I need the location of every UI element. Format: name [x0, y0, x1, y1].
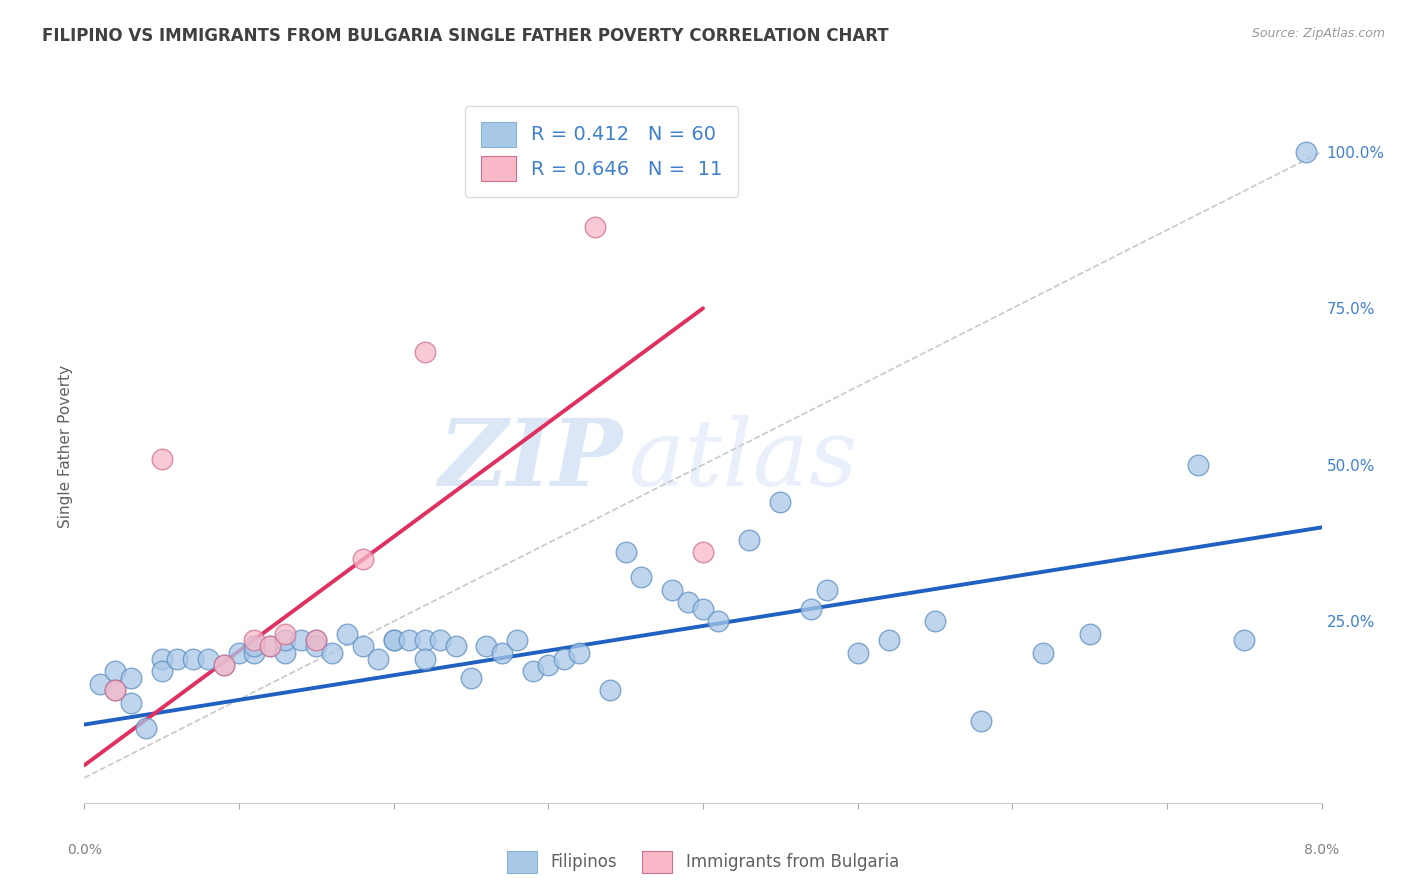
- Text: FILIPINO VS IMMIGRANTS FROM BULGARIA SINGLE FATHER POVERTY CORRELATION CHART: FILIPINO VS IMMIGRANTS FROM BULGARIA SIN…: [42, 27, 889, 45]
- Point: [321, 646, 343, 660]
- Text: 0.0%: 0.0%: [67, 843, 101, 857]
- Point: [1032, 646, 1054, 660]
- Point: [382, 633, 405, 648]
- Point: [120, 696, 142, 710]
- Point: [800, 601, 823, 615]
- Point: [506, 633, 529, 648]
- Point: [475, 640, 498, 654]
- Point: [568, 646, 591, 660]
- Point: [398, 633, 420, 648]
- Point: [692, 545, 714, 559]
- Point: [1233, 633, 1256, 648]
- Point: [274, 646, 297, 660]
- Point: [305, 640, 328, 654]
- Text: atlas: atlas: [628, 416, 858, 505]
- Point: [599, 683, 621, 698]
- Point: [692, 601, 714, 615]
- Point: [413, 652, 436, 666]
- Point: [104, 665, 127, 679]
- Point: [352, 640, 374, 654]
- Point: [305, 633, 328, 648]
- Point: [290, 633, 312, 648]
- Point: [1078, 627, 1101, 641]
- Point: [460, 671, 482, 685]
- Point: [661, 582, 683, 597]
- Point: [970, 714, 993, 729]
- Point: [413, 633, 436, 648]
- Point: [104, 683, 127, 698]
- Point: [104, 683, 127, 698]
- Point: [181, 652, 204, 666]
- Point: [120, 671, 142, 685]
- Point: [243, 633, 266, 648]
- Point: [135, 721, 157, 735]
- Point: [367, 652, 389, 666]
- Text: 8.0%: 8.0%: [1305, 843, 1339, 857]
- Point: [614, 545, 637, 559]
- Point: [444, 640, 467, 654]
- Point: [150, 451, 173, 466]
- Legend: R = 0.412   N = 60, R = 0.646   N =  11: R = 0.412 N = 60, R = 0.646 N = 11: [465, 106, 738, 197]
- Point: [166, 652, 188, 666]
- Text: Source: ZipAtlas.com: Source: ZipAtlas.com: [1251, 27, 1385, 40]
- Point: [815, 582, 838, 597]
- Point: [429, 633, 451, 648]
- Point: [212, 658, 235, 673]
- Point: [305, 633, 328, 648]
- Point: [243, 646, 266, 660]
- Point: [274, 627, 297, 641]
- Point: [336, 627, 359, 641]
- Point: [259, 640, 281, 654]
- Point: [1295, 145, 1317, 159]
- Point: [491, 646, 513, 660]
- Point: [769, 495, 792, 509]
- Point: [846, 646, 869, 660]
- Point: [382, 633, 405, 648]
- Point: [583, 219, 606, 234]
- Point: [537, 658, 560, 673]
- Point: [676, 595, 699, 609]
- Point: [1187, 458, 1209, 472]
- Point: [89, 677, 111, 691]
- Legend: Filipinos, Immigrants from Bulgaria: Filipinos, Immigrants from Bulgaria: [501, 845, 905, 880]
- Point: [274, 633, 297, 648]
- Point: [924, 614, 946, 628]
- Point: [352, 551, 374, 566]
- Point: [707, 614, 730, 628]
- Point: [413, 345, 436, 359]
- Point: [877, 633, 900, 648]
- Point: [150, 652, 173, 666]
- Point: [522, 665, 544, 679]
- Point: [228, 646, 250, 660]
- Point: [197, 652, 219, 666]
- Point: [212, 658, 235, 673]
- Point: [150, 665, 173, 679]
- Point: [630, 570, 652, 584]
- Point: [259, 640, 281, 654]
- Y-axis label: Single Father Poverty: Single Father Poverty: [58, 365, 73, 527]
- Text: ZIP: ZIP: [439, 416, 623, 505]
- Point: [243, 640, 266, 654]
- Point: [738, 533, 761, 547]
- Point: [553, 652, 575, 666]
